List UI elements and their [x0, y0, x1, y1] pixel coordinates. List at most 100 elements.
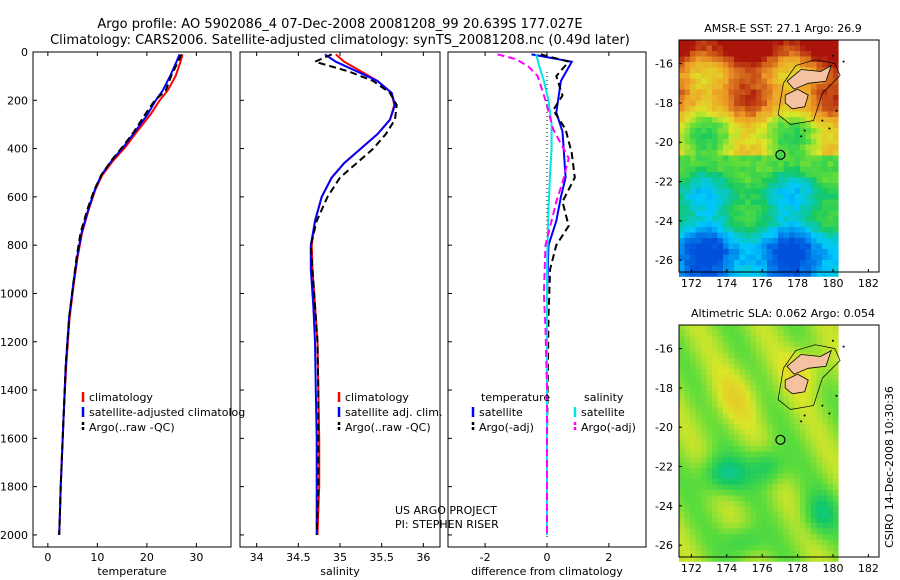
legend-title: temperature: [481, 391, 550, 404]
island-shape: [786, 349, 832, 375]
reef-dot: [835, 109, 838, 112]
y-tick-label: 800: [7, 239, 28, 252]
y-tick-label: 1800: [0, 481, 28, 494]
legend-label: satellite-adjusted climatolog: [89, 406, 245, 419]
x-tick-label: 180: [822, 277, 843, 290]
map-title: Altimetric SLA: 0.062 Argo: 0.054: [691, 307, 875, 320]
bathymetry-contour: [777, 59, 841, 125]
x-tick-label: 0: [44, 551, 51, 564]
reef-dot: [803, 129, 806, 132]
y-tick-label: -20: [655, 136, 673, 149]
sst-map-panel: 172 174 176 178 180 182 -16 -18 -20 -22 -24 -26 AMSR…: [655, 22, 880, 290]
legend-label: satellite adj. clim.: [345, 406, 442, 419]
island-shape: [784, 373, 809, 395]
credit-line2: PI: STEPHEN RISER: [395, 518, 499, 531]
temperature-panel: 0 10 20 30 temperature 0 200 400 600 800 1000 1200 1…: [0, 46, 245, 578]
legend-label: satellite: [479, 406, 523, 419]
legend-label: Argo(..raw -QC): [345, 421, 431, 434]
y-tick-label: 2000: [0, 529, 28, 542]
series-line: [310, 53, 396, 535]
credit-line1: US ARGO PROJECT: [395, 504, 497, 517]
x-tick-label: -2: [480, 551, 491, 564]
x-axis-label: temperature: [97, 565, 166, 578]
x-tick-label: 178: [787, 562, 808, 575]
legend-label: Argo(-adj): [581, 421, 636, 434]
reef-dot: [800, 420, 803, 423]
y-tick-label: 1200: [0, 336, 28, 349]
map-title: AMSR-E SST: 27.1 Argo: 26.9: [704, 22, 862, 35]
x-tick-label: 178: [787, 277, 808, 290]
reef-dot: [831, 54, 834, 57]
y-tick-label: 1600: [0, 432, 28, 445]
x-tick-label: 182: [858, 277, 879, 290]
reef-dot: [803, 414, 806, 417]
legend-label: climatology: [345, 391, 409, 404]
y-tick-label: -26: [655, 254, 673, 267]
x-tick-label: 10: [90, 551, 104, 564]
plot-frame: [239, 51, 441, 548]
y-tick-label: 600: [7, 191, 28, 204]
x-tick-label: 36: [416, 551, 430, 564]
reef-dot: [831, 339, 834, 342]
reef-dot: [842, 345, 845, 348]
sla-map-panel: 172 174 176 178 180 182 -16 -18 -20 -22 -24 -26 Alti…: [655, 307, 880, 575]
reef-dot: [842, 60, 845, 63]
x-tick-label: 30: [189, 551, 203, 564]
x-tick-label: 35.5: [369, 551, 394, 564]
x-tick-label: 34: [250, 551, 264, 564]
x-tick-label: 172: [681, 277, 702, 290]
series-line: [497, 53, 570, 535]
plot-frame: [32, 51, 232, 548]
y-tick-label: -16: [655, 343, 673, 356]
legend-label: satellite: [581, 406, 625, 419]
x-tick-label: 34.5: [286, 551, 311, 564]
reef-dot: [828, 127, 831, 130]
x-tick-label: 180: [822, 562, 843, 575]
y-tick-label: -22: [655, 176, 673, 189]
reef-dot: [828, 412, 831, 415]
salinity-panel: 34 34.5 35 35.5 36 salinity climatology satelli…: [239, 51, 442, 578]
series-line: [535, 54, 553, 535]
series-line: [309, 53, 397, 535]
y-tick-label: -16: [655, 58, 673, 71]
y-tick-label: 400: [7, 143, 28, 156]
reef-dot: [821, 404, 824, 407]
y-tick-label: 1000: [0, 287, 28, 300]
x-tick-label: 20: [140, 551, 154, 564]
x-tick-label: 176: [752, 277, 773, 290]
y-tick-label: -24: [655, 500, 673, 513]
x-tick-label: 172: [681, 562, 702, 575]
series-line: [58, 54, 184, 535]
y-tick-label: -18: [655, 97, 673, 110]
y-tick-label: -22: [655, 461, 673, 474]
x-axis-label: difference from climatology: [471, 565, 623, 578]
side-timestamp: CSIRO 14-Dec-2008 10:30:36: [883, 386, 896, 548]
reef-dot: [821, 119, 824, 122]
legend-label: Argo(-adj): [479, 421, 534, 434]
series-line: [309, 53, 398, 535]
x-tick-label: 2: [605, 551, 612, 564]
x-tick-label: 0: [544, 551, 551, 564]
figure-title-line1: Argo profile: AO 5902086_4 07-Dec-2008 2…: [97, 17, 582, 32]
reef-dot: [835, 394, 838, 397]
x-tick-label: 176: [752, 562, 773, 575]
series-line: [58, 53, 183, 535]
reef-dot: [800, 135, 803, 138]
x-tick-label: 174: [716, 277, 737, 290]
map-frame: [678, 324, 880, 558]
y-tick-label: 1400: [0, 384, 28, 397]
argo-position-marker: [775, 149, 786, 160]
series-line: [58, 54, 181, 535]
map-frame: [678, 39, 880, 273]
argo-position-marker: [775, 434, 786, 445]
x-tick-label: 174: [716, 562, 737, 575]
y-tick-label: -20: [655, 421, 673, 434]
y-tick-label: -24: [655, 215, 673, 228]
x-tick-label: 182: [858, 562, 879, 575]
bathymetry-contour: [777, 344, 841, 410]
legend-title: salinity: [584, 391, 624, 404]
y-tick-label: -26: [655, 539, 673, 552]
figure-title-line2: Climatology: CARS2006. Satellite-adjuste…: [50, 33, 630, 48]
island-shape: [786, 64, 832, 90]
